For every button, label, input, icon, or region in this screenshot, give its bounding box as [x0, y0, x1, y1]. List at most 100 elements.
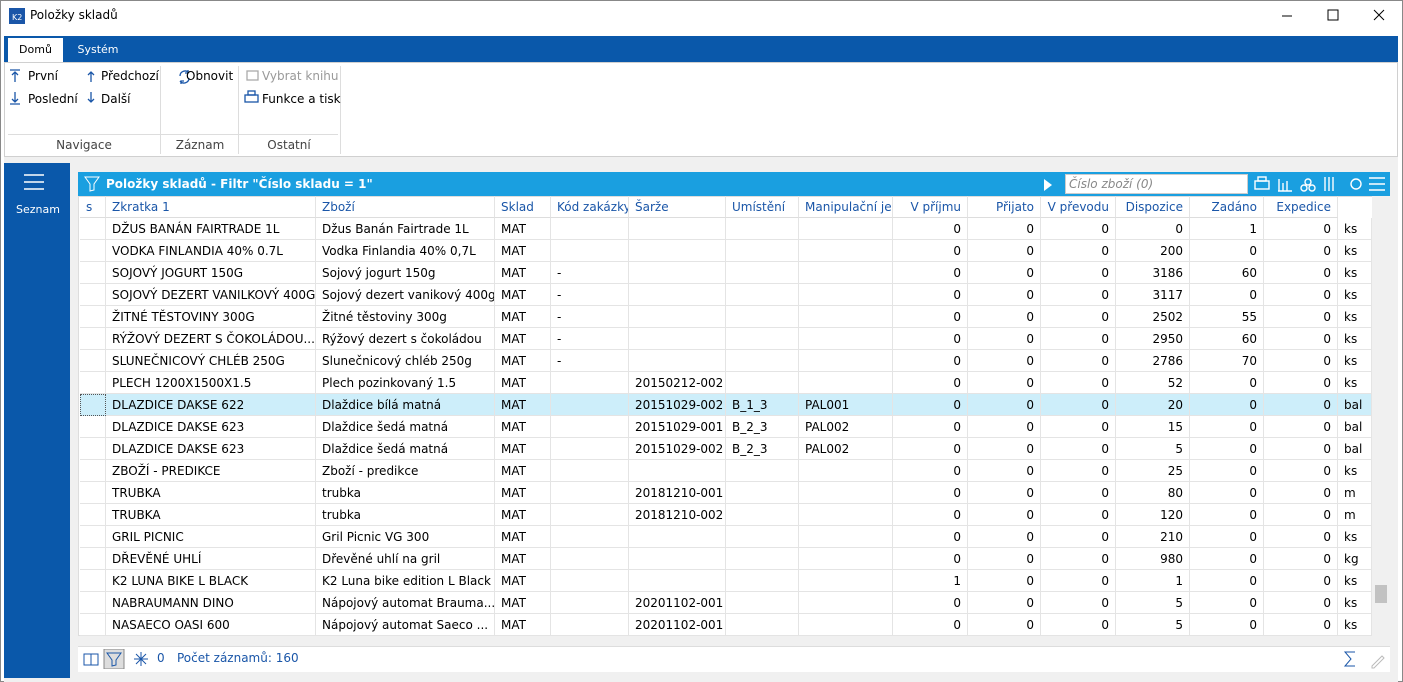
column-header[interactable]: Šarže [629, 196, 726, 218]
ribbon-button[interactable]: Předchozí [101, 69, 159, 83]
ribbon-tab[interactable]: Systém [77, 43, 119, 56]
row-bg[interactable] [80, 548, 1372, 570]
cell [551, 218, 629, 240]
cell [726, 306, 799, 328]
cell: DŽUS BANÁN FAIRTRADE 1L [106, 218, 316, 240]
cell [551, 592, 629, 614]
cell: 0 [1264, 240, 1338, 262]
cell: 0 [1264, 460, 1338, 482]
row-bg[interactable] [80, 460, 1372, 482]
cell: 0 [968, 438, 1041, 460]
column-header[interactable]: Zadáno [1190, 196, 1264, 218]
column-header[interactable]: Sklad [495, 196, 551, 218]
cell: MAT [495, 548, 551, 570]
row-bg[interactable] [80, 482, 1372, 504]
cell: PLECH 1200X1500X1.5 [106, 372, 316, 394]
window-controls[interactable] [1270, 0, 1400, 32]
cell [629, 306, 726, 328]
column-header[interactable]: Kód zakázky [551, 196, 629, 218]
row-bg[interactable] [80, 526, 1372, 548]
row-bg[interactable] [80, 416, 1372, 438]
cell: 0 [1190, 570, 1264, 592]
ribbon-button[interactable]: První [28, 69, 58, 83]
ribbon-button[interactable]: Vybrat knihu [262, 69, 339, 83]
group-label: Ostatní [267, 138, 311, 152]
column-header[interactable]: V příjmu [893, 196, 968, 218]
ribbon-tab[interactable]: Domů [19, 43, 52, 56]
cell: 5 [1116, 592, 1190, 614]
grid-toolbar[interactable] [1252, 174, 1390, 194]
search-box[interactable] [1065, 174, 1248, 194]
row-bg[interactable] [80, 240, 1372, 262]
cell: 0 [893, 526, 968, 548]
row-selector [80, 394, 106, 416]
row-bg[interactable] [80, 218, 1372, 240]
column-header[interactable]: Dispozice [1116, 196, 1190, 218]
cell: PAL002 [799, 416, 893, 438]
ribbon-button[interactable]: Poslední [28, 92, 78, 106]
row-bg[interactable] [80, 592, 1372, 614]
cell: MAT [495, 570, 551, 592]
cell: 2502 [1116, 306, 1190, 328]
cell: 5 [1116, 438, 1190, 460]
ribbon-button[interactable]: Funkce a tisk [262, 92, 341, 106]
column-header[interactable]: Umístění [726, 196, 799, 218]
cell: Dlaždice bílá matná [316, 394, 495, 416]
row-selector [80, 438, 106, 460]
row-bg[interactable] [80, 438, 1372, 460]
cell [629, 460, 726, 482]
cell: DLAZDICE DAKSE 623 [106, 438, 316, 460]
cell [551, 614, 629, 636]
row-bg[interactable] [80, 328, 1372, 350]
cell: 0 [1264, 548, 1338, 570]
column-header[interactable]: Manipulační jedr [799, 196, 893, 218]
separator [238, 66, 239, 154]
column-header[interactable]: Přijato [968, 196, 1041, 218]
ribbon-button[interactable]: Obnovit [186, 69, 234, 83]
separator [8, 134, 338, 135]
cell: 0 [1041, 482, 1116, 504]
column-header[interactable]: s [80, 196, 106, 218]
sum-icons[interactable] [1342, 649, 1387, 669]
row-bg[interactable] [80, 372, 1372, 394]
cell: 0 [893, 504, 968, 526]
menu-icon[interactable] [24, 173, 46, 191]
cell: MAT [495, 438, 551, 460]
sidebar [4, 163, 70, 678]
ribbon-button[interactable]: Další [101, 92, 131, 106]
cell: Nápojový automat Brauma... [316, 592, 495, 614]
row-bg[interactable] [80, 614, 1372, 636]
cell: Plech pozinkovaný 1.5 [316, 372, 495, 394]
cell: Sojový jogurt 150g [316, 262, 495, 284]
row-bg[interactable] [80, 284, 1372, 306]
row-bg[interactable] [80, 350, 1372, 372]
row-bg[interactable] [80, 306, 1372, 328]
scroll-thumb[interactable] [1375, 585, 1387, 603]
cell: 0 [1041, 592, 1116, 614]
cell: B_2_3 [726, 438, 799, 460]
column-header[interactable]: V převodu [1041, 196, 1116, 218]
cell: 0 [893, 328, 968, 350]
app-icon: K2 [9, 8, 25, 24]
play-icon[interactable] [1040, 177, 1058, 193]
cell [799, 614, 893, 636]
row-bg[interactable] [80, 504, 1372, 526]
sidebar-item[interactable]: Seznam [16, 203, 60, 216]
cell: 0 [1041, 416, 1116, 438]
row-bg[interactable] [80, 262, 1372, 284]
status-icons[interactable] [82, 649, 167, 669]
cell: 70 [1190, 350, 1264, 372]
column-header[interactable]: Zkratka 1 [106, 196, 316, 218]
cell: kg [1338, 548, 1372, 570]
cell: 20181210-001 [629, 482, 726, 504]
cell: B_1_3 [726, 394, 799, 416]
row-bg[interactable] [80, 394, 1372, 416]
column-header[interactable]: Zboží [316, 196, 495, 218]
cell: 0 [1190, 548, 1264, 570]
column-header[interactable]: Expedice [1264, 196, 1338, 218]
cell: DLAZDICE DAKSE 623 [106, 416, 316, 438]
cell: m [1338, 482, 1372, 504]
scrollbar[interactable] [1372, 196, 1390, 644]
cell: Slunečnicový chléb 250g [316, 350, 495, 372]
row-bg[interactable] [80, 570, 1372, 592]
